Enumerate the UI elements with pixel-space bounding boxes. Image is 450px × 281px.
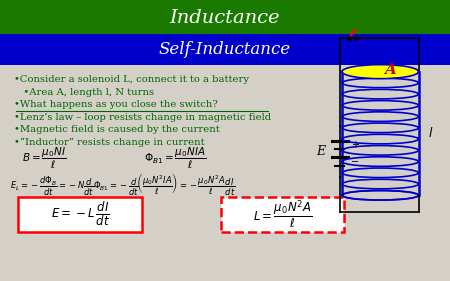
Text: •Magnetic field is caused by the current: •Magnetic field is caused by the current: [14, 125, 219, 134]
Text: •What happens as you close the switch?: •What happens as you close the switch?: [14, 100, 217, 109]
FancyBboxPatch shape: [18, 197, 142, 232]
Text: Inductance: Inductance: [170, 9, 280, 27]
Text: $L = \dfrac{\mu_0 N^2 A}{\ell}$: $L = \dfrac{\mu_0 N^2 A}{\ell}$: [252, 198, 312, 230]
Text: E: E: [316, 145, 325, 158]
Text: $E = -L\,\dfrac{dI}{dt}$: $E = -L\,\dfrac{dI}{dt}$: [50, 201, 110, 228]
Text: •Lenz’s law – loop resists change in magnetic field: •Lenz’s law – loop resists change in mag…: [14, 113, 270, 122]
Text: $B = \dfrac{\mu_0 NI}{\ell}$: $B = \dfrac{\mu_0 NI}{\ell}$: [22, 146, 67, 171]
Text: $\Phi_{B1} = \dfrac{\mu_0 NIA}{\ell}$: $\Phi_{B1} = \dfrac{\mu_0 NIA}{\ell}$: [144, 146, 207, 171]
Text: $E_L = -\dfrac{d\Phi_B}{dt} = -N\dfrac{d}{dt}\Phi_{B1} = -\dfrac{d}{dt}\!\left(\: $E_L = -\dfrac{d\Phi_B}{dt} = -N\dfrac{d…: [10, 173, 236, 198]
Text: •Consider a solenoid L, connect it to a battery: •Consider a solenoid L, connect it to a …: [14, 75, 248, 84]
Ellipse shape: [342, 65, 418, 79]
Text: A: A: [384, 63, 396, 77]
FancyBboxPatch shape: [220, 197, 344, 232]
Text: •Area A, length l, N turns: •Area A, length l, N turns: [14, 88, 153, 97]
Ellipse shape: [342, 191, 418, 200]
Polygon shape: [0, 34, 450, 65]
Text: −: −: [351, 157, 359, 167]
Text: +: +: [351, 140, 359, 150]
Polygon shape: [0, 0, 450, 34]
Text: Self-Inductance: Self-Inductance: [159, 41, 291, 58]
Text: •“Inductor” resists change in current: •“Inductor” resists change in current: [14, 137, 204, 147]
Text: $\it{l}$: $\it{l}$: [428, 126, 434, 140]
